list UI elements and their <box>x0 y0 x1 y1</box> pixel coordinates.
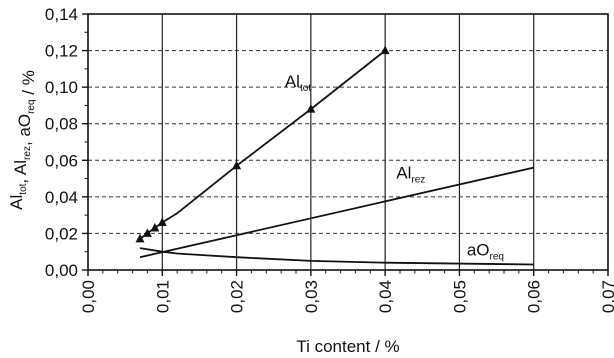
y-axis-ticks: 0,00 0,02 0,04 0,06 0,08 0,10 0,12 0,14 <box>45 5 88 280</box>
y-tick-label: 0,12 <box>45 42 78 61</box>
y-tick-label: 0,14 <box>45 5 78 24</box>
series-label-al-rez: Alrez <box>396 164 425 186</box>
data-point-marker <box>306 104 316 113</box>
data-point-marker <box>380 45 390 55</box>
y-tick-label: 0,10 <box>45 78 78 97</box>
data-point-marker <box>142 228 152 237</box>
series-lines <box>135 45 534 266</box>
x-tick-label: 0,01 <box>153 280 172 313</box>
x-tick-label: 0,05 <box>450 280 469 313</box>
data-point-marker <box>150 222 160 232</box>
data-point-marker <box>157 217 167 226</box>
series-label-ao-req: aOreq <box>467 240 504 262</box>
plot-border <box>87 13 609 271</box>
plot-frame <box>87 13 609 271</box>
y-tick-label: 0,06 <box>45 151 78 170</box>
data-point-marker <box>135 233 145 243</box>
series-labels: Altot Alrez aOreq <box>285 72 504 262</box>
data-point-marker <box>232 160 242 170</box>
y-tick-label: 0,00 <box>45 261 78 280</box>
x-tick-label: 0,03 <box>302 280 321 313</box>
grid <box>88 14 608 270</box>
x-axis-ticks: 0,00 0,01 0,02 0,03 0,04 0,05 0,06 0,07 <box>79 270 614 313</box>
x-tick-label: 0,07 <box>599 280 614 313</box>
x-tick-label: 0,06 <box>525 280 544 313</box>
x-tick-label: 0,02 <box>228 280 247 313</box>
x-tick-label: 0,04 <box>376 280 395 313</box>
y-axis-label: Altot, Alrez, aOreq / % <box>7 70 38 210</box>
x-tick-label: 0,00 <box>79 280 98 313</box>
y-tick-label: 0,02 <box>45 224 78 243</box>
series-line-al-rez <box>139 166 534 259</box>
series-line-ao-req <box>139 247 534 266</box>
y-tick-label: 0,04 <box>45 188 78 207</box>
y-tick-label: 0,08 <box>45 115 78 134</box>
x-axis-label: Ti content / % <box>296 337 399 356</box>
series-label-al-tot: Altot <box>285 72 311 94</box>
